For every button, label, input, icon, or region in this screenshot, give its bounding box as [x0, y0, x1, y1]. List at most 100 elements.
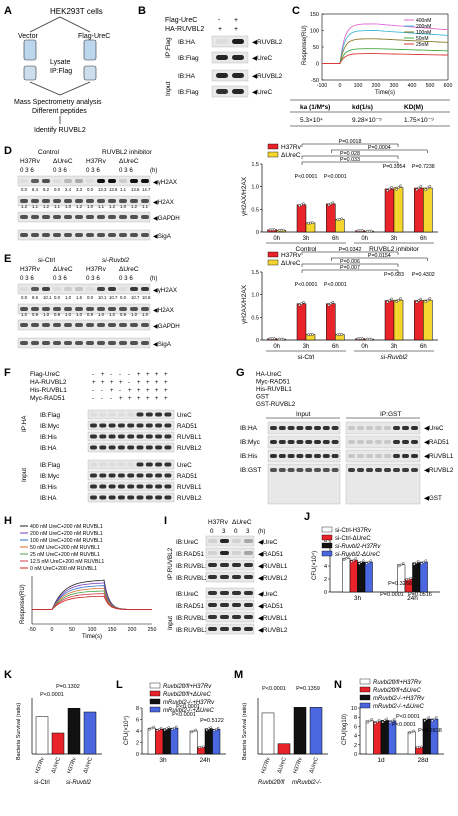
blot-band — [42, 323, 50, 327]
strain-label: ΔUreC — [232, 519, 252, 526]
table-header: KD(M) — [404, 104, 423, 111]
blot-label: IB:RUVBL2 — [176, 627, 209, 634]
bar — [423, 187, 433, 233]
blot-band — [402, 426, 409, 430]
blot-band — [90, 423, 97, 428]
blot-band — [232, 39, 244, 44]
panel-f: F Flag-UreC - + - - - + + + +HA-RUVBL2 + + + + - + + + +His… — [4, 367, 202, 503]
data-point — [381, 720, 384, 724]
data-point — [386, 300, 389, 304]
blot-band — [127, 412, 135, 417]
row-label: His-RUVBL1 — [30, 387, 67, 394]
data-point — [431, 719, 434, 722]
tick-label: 50 — [69, 627, 75, 633]
panel-letter: A — [4, 5, 12, 17]
flag-urec-label: Flag-UreC — [78, 33, 110, 40]
bar — [349, 559, 358, 593]
sign: - — [110, 396, 112, 402]
blot-band — [305, 468, 313, 472]
band-label: ◀RUVBL2 — [258, 575, 288, 582]
row-label: HA-RUVBL2 — [165, 26, 204, 33]
data-point — [419, 184, 423, 188]
data-point — [435, 716, 438, 719]
blot-band — [53, 215, 61, 219]
p-value: P=0.3954 — [383, 164, 406, 170]
legend-swatch — [321, 542, 333, 549]
time-label: 0 3 6 — [119, 275, 133, 282]
data-point — [150, 726, 153, 730]
group-label: si-Ruvbl2 — [66, 780, 92, 786]
blot-band — [220, 615, 229, 619]
blot-band — [117, 462, 125, 467]
band-label: ◀RUVBL2 — [252, 39, 283, 46]
blot-band — [216, 89, 228, 94]
p-value: P=0.5122 — [200, 718, 224, 724]
data-point — [360, 229, 364, 232]
sign: + — [155, 396, 159, 402]
strain-label: ΔUreC — [119, 158, 139, 165]
p-value: P=0.028 — [340, 151, 360, 157]
sign: + — [164, 388, 168, 394]
blot-band — [145, 434, 153, 439]
data-point — [281, 337, 285, 341]
blot-band — [314, 454, 321, 458]
data-point — [417, 299, 421, 302]
branch-arrows — [29, 16, 91, 33]
sign: - — [92, 396, 94, 402]
tick-label: 3h — [391, 236, 398, 242]
data-point — [160, 726, 163, 730]
blot-band — [119, 215, 127, 219]
blot-band — [64, 233, 72, 237]
identify-label: Identify RUVBL2 — [34, 127, 86, 134]
blot-band — [136, 462, 144, 467]
blot-strip — [205, 623, 255, 635]
blot-band — [130, 287, 138, 291]
legend-label: si-Ctrl-H37Rv — [335, 528, 371, 534]
blot-band — [145, 462, 153, 467]
blot-band — [119, 287, 127, 291]
blot-band — [155, 484, 163, 489]
blot-band — [348, 426, 355, 430]
data-point — [163, 728, 166, 732]
blot-band — [155, 423, 163, 428]
sign: + — [137, 380, 141, 386]
tick-label: 6h — [332, 344, 339, 350]
quant-value: 13.8 — [109, 187, 118, 192]
sign: + — [164, 380, 168, 386]
sign: + — [110, 380, 114, 386]
bar — [422, 718, 431, 755]
legend-label: Ruvbl2fl/fl+H37Rv — [373, 680, 422, 686]
quant-value: 1.0 — [76, 312, 83, 317]
sign: + — [146, 388, 150, 394]
axis-title: γH2AX/H2AX — [241, 176, 248, 216]
legend-swatch — [267, 151, 279, 158]
data-point — [175, 725, 178, 729]
blot-strip — [17, 211, 151, 223]
blot-label: IB:Flag — [40, 462, 60, 469]
blot-band — [127, 423, 135, 428]
group-label: Ruvbl2fl/fl — [258, 780, 285, 786]
legend-label: 100 nM UreC+200 nM RUVBL1 — [30, 538, 103, 544]
data-point — [329, 202, 333, 206]
bar — [204, 728, 213, 755]
blot-band — [86, 233, 94, 237]
tick-label: 1d — [377, 757, 385, 764]
blot-band — [348, 440, 355, 444]
bar — [212, 729, 221, 755]
data-point — [397, 186, 400, 189]
quant-value: 8.6 — [32, 295, 39, 300]
sensorgram-line — [32, 593, 152, 610]
tick-label: 3h — [159, 757, 167, 764]
axis-title: Time(s) — [82, 634, 102, 640]
panel-g: G HA-UreCMyc-RAD51His-RUVBL1GSTGST-RUVBL2… — [236, 367, 454, 505]
blot-band — [232, 575, 241, 579]
row-label: Flag-UreC — [165, 17, 197, 24]
data-point — [409, 577, 412, 580]
data-point — [397, 298, 400, 302]
group-label: si-Ruvbl2 — [102, 257, 129, 264]
sign: - — [119, 372, 121, 378]
tick-label: 0 — [316, 62, 319, 68]
data-point — [402, 562, 405, 565]
legend-swatch — [359, 686, 371, 693]
strain-label: H37Rv — [20, 266, 41, 273]
